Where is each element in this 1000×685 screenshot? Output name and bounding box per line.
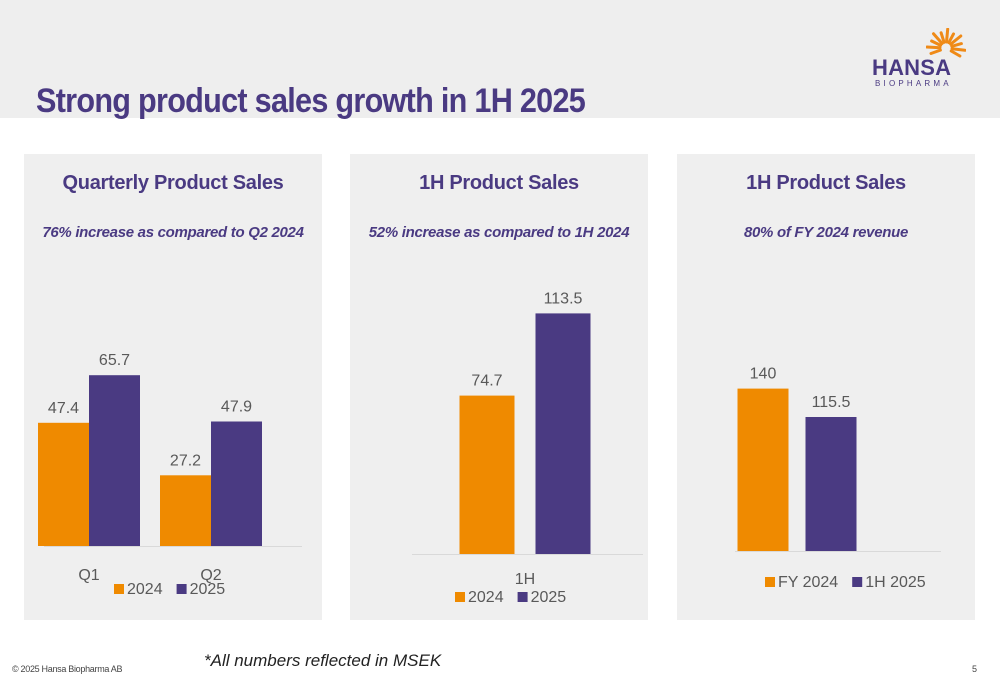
- legend-label: FY 2024: [778, 574, 838, 591]
- legend-swatch: [176, 584, 187, 594]
- legend-label: 2024: [468, 589, 504, 606]
- bar-2025: [535, 313, 591, 554]
- sunburst-ray: [950, 47, 966, 52]
- sunburst-ray: [949, 49, 962, 58]
- chart-quarterly-sales: 47.4 65.7 Q1 27.2 47.9 Q2 2024 2025: [38, 352, 302, 598]
- data-label: 113.5: [544, 290, 583, 307]
- header-band: [0, 0, 1000, 118]
- logo-subtitle: BIOPHARMA: [875, 79, 952, 88]
- logo-wordmark: HANSA: [872, 55, 952, 80]
- panel-title: 1H Product Sales: [419, 172, 579, 194]
- footnote: *All numbers reflected in MSEK: [204, 651, 442, 670]
- legend-swatch: [455, 592, 465, 602]
- sunburst-ray: [932, 32, 944, 45]
- legend-swatch: [517, 592, 528, 602]
- data-label: 47.4: [48, 400, 79, 417]
- panel-1h-sales: 1H Product Sales 52% increase as compare…: [350, 154, 648, 620]
- sunburst-ray: [950, 42, 963, 48]
- panel-fy-comparison: 1H Product Sales 80% of FY 2024 revenue …: [677, 154, 975, 620]
- legend-label: 2025: [531, 589, 567, 606]
- panel-title: 1H Product Sales: [746, 172, 906, 194]
- sunburst-ray: [945, 28, 950, 44]
- chart-fy-comparison: 140 115.5 FY 2024 1H 2025: [735, 366, 941, 591]
- bar-fy-2024: [737, 388, 789, 551]
- panel-subtitle: 52% increase as compared to 1H 2024: [368, 224, 630, 241]
- page-number: 5: [972, 664, 978, 674]
- legend-label: 1H 2025: [865, 574, 926, 591]
- legend-label: 2025: [190, 581, 226, 598]
- panel-title: Quarterly Product Sales: [62, 172, 284, 194]
- legend-swatch: [852, 577, 863, 587]
- legend-swatch: [765, 577, 775, 587]
- bar-2024: [38, 422, 89, 546]
- panel-subtitle: 76% increase as compared to Q2 2024: [42, 224, 304, 241]
- x-tick-label: Q2: [200, 567, 221, 584]
- x-tick-label: Q1: [78, 567, 99, 584]
- bar-1h-2025: [805, 417, 857, 551]
- sunburst-ray: [939, 31, 946, 44]
- slide-title: Strong product sales growth in 1H 2025: [36, 82, 586, 120]
- data-label: 65.7: [99, 352, 130, 369]
- sunburst-ray: [949, 34, 963, 46]
- chart-1h-sales: 74.7 113.5 1H 2024 2025: [412, 290, 643, 606]
- data-label: 27.2: [170, 452, 201, 469]
- data-label: 74.7: [471, 373, 502, 390]
- data-label: 140: [750, 366, 777, 383]
- bar-2025: [211, 421, 262, 546]
- panel-quarterly-sales: Quarterly Product Sales 76% increase as …: [24, 154, 322, 620]
- legend-label: 2024: [127, 581, 163, 598]
- data-label: 47.9: [221, 399, 252, 416]
- x-tick-label: 1H: [515, 571, 535, 588]
- copyright: © 2025 Hansa Biopharma AB: [12, 664, 123, 674]
- sunburst-ray: [947, 32, 955, 45]
- data-label: 115.5: [812, 394, 851, 411]
- panel-subtitle: 80% of FY 2024 revenue: [743, 224, 909, 241]
- hansa-logo: HANSA BIOPHARMA: [872, 28, 972, 90]
- sunburst-ray: [930, 39, 943, 47]
- sunburst-ray: [929, 48, 942, 55]
- bar-2024: [160, 475, 211, 546]
- legend-swatch: [114, 584, 124, 594]
- bar-2025: [89, 375, 140, 546]
- bar-2024: [459, 395, 515, 554]
- sunburst-ray: [926, 45, 942, 50]
- sunburst-icon: [926, 28, 966, 58]
